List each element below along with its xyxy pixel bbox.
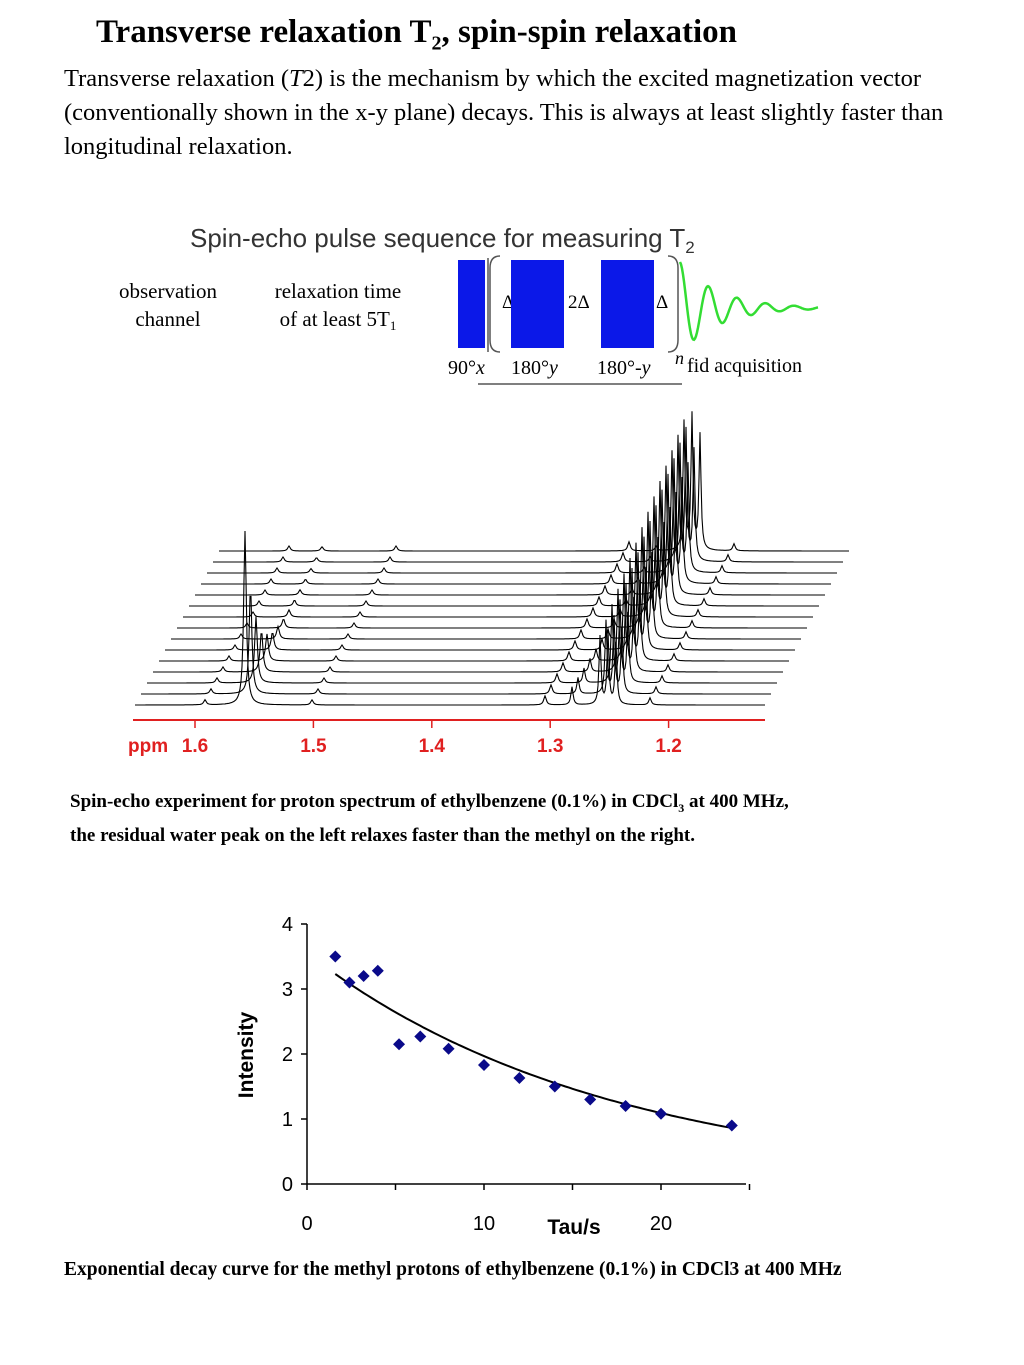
spectrum-trace [189,489,819,607]
spectrum-trace [183,505,813,618]
spectrum-trace [219,411,849,552]
spectrum-trace [135,530,765,706]
data-point [725,1119,738,1132]
data-point [478,1059,490,1072]
pulse-180-minus-y [601,260,654,348]
fid-acquisition-label: fid acquisition [687,355,802,377]
x-tick-label: 0 [301,1213,312,1235]
two-delta-label: 2Δ [568,292,590,313]
data-point [414,1030,427,1043]
ppm-ticks: 1.6 1.5 1.4 1.3 1.2 [182,720,682,757]
data-point [584,1093,597,1106]
data-point [442,1042,455,1055]
spectrum-trace [165,552,795,651]
repeat-bracket-right [667,255,679,353]
pulse-sequence-title: Spin-echo pulse sequence for measuring T… [190,223,695,257]
spectrum-trace [171,536,801,640]
fit-curve [334,973,732,1129]
data-point [655,1107,667,1120]
decay-caption: Exponential decay curve for the methyl p… [64,1259,842,1280]
svg-text:of at least 5T1: of at least 5T1 [280,307,397,333]
data-point [371,964,384,977]
spectrum-caption: Spin-echo experiment for proton spectrum… [70,791,789,846]
spectrum-trace [213,426,843,563]
data-point [619,1100,632,1112]
fid-signal [678,261,819,342]
intro-paragraph: Transverse relaxation (T2) is the mechan… [64,65,944,160]
spectrum-trace [177,520,807,629]
ppm-tick-label: 1.2 [655,736,681,757]
x-tick-label: 20 [650,1213,672,1235]
spectrum-trace [195,473,825,596]
pulse-180y [511,260,564,348]
data-point [513,1072,526,1085]
data-point [329,950,342,963]
data-point [357,970,370,982]
repeat-count-label: n [675,348,684,368]
y-tick-label: 3 [282,979,293,1001]
pulse-180y-label: 180°y [511,357,558,379]
ppm-tick-label: 1.5 [300,736,327,757]
pulse-sequence-diagram: Spin-echo pulse sequence for measuring T… [119,223,819,385]
pulse-90x [458,260,485,348]
ppm-tick-label: 1.4 [419,736,446,757]
spectrum-trace [201,458,831,585]
observation-channel-label: observation [119,279,217,303]
page-title: Transverse relaxation T2, spin-spin rela… [96,14,738,55]
data-point [343,976,356,989]
ppm-tick-label: 1.6 [182,736,208,757]
spectrum-trace [207,442,837,574]
y-tick-label: 4 [282,914,293,936]
chart-points [329,950,738,1132]
chart-axes: 0 1 2 3 4 0 10 20 [282,914,751,1235]
delta-label: Δ [656,292,668,313]
pulse-180-minus-y-label: 180°-y [597,357,651,379]
ppm-axis-label: ppm [128,736,168,757]
stacked-spectra: 1.6 1.5 1.4 1.3 1.2 ppm [128,411,849,757]
svg-text:channel: channel [135,307,200,331]
y-tick-label: 1 [282,1109,293,1131]
pulse-90x-label: 90°x [448,357,485,379]
data-point [393,1038,406,1051]
data-point [548,1080,561,1093]
x-tick-label: 10 [473,1213,495,1235]
y-tick-label: 0 [282,1174,293,1196]
x-axis-label: Tau/s [547,1216,600,1239]
spectrum-trace [153,583,783,673]
spectra-traces [135,411,849,706]
spectrum-trace [141,595,771,695]
relaxation-time-label: relaxation time [275,279,402,303]
y-tick-label: 2 [282,1044,293,1066]
spectrum-trace [147,599,777,684]
ppm-tick-label: 1.3 [537,736,563,757]
y-axis-label: Intensity [235,1012,258,1099]
repeat-bracket-left [489,255,501,353]
